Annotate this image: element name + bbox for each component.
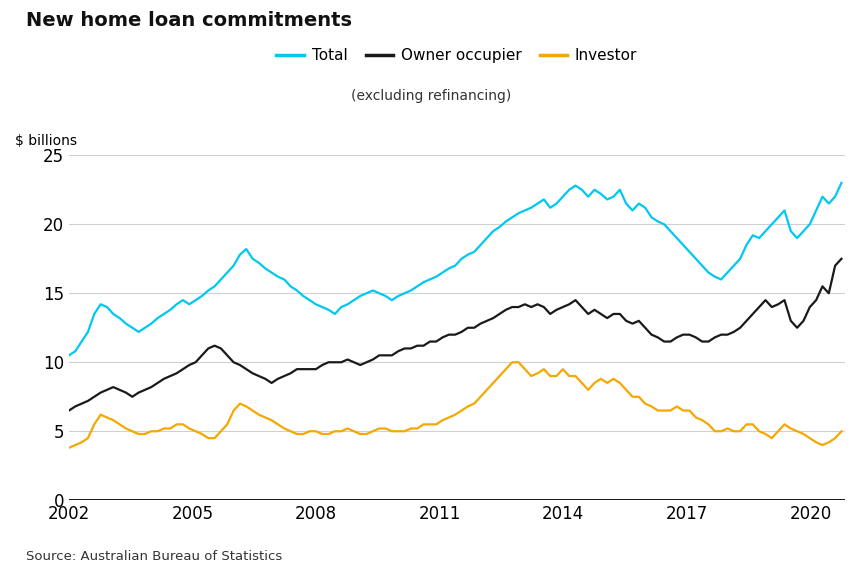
Text: New home loan commitments: New home loan commitments: [26, 12, 351, 30]
Text: $ billions: $ billions: [15, 135, 77, 148]
Text: (excluding refinancing): (excluding refinancing): [350, 89, 511, 103]
Legend: Total, Owner occupier, Investor: Total, Owner occupier, Investor: [270, 42, 642, 70]
Text: Source: Australian Bureau of Statistics: Source: Australian Bureau of Statistics: [26, 550, 282, 564]
